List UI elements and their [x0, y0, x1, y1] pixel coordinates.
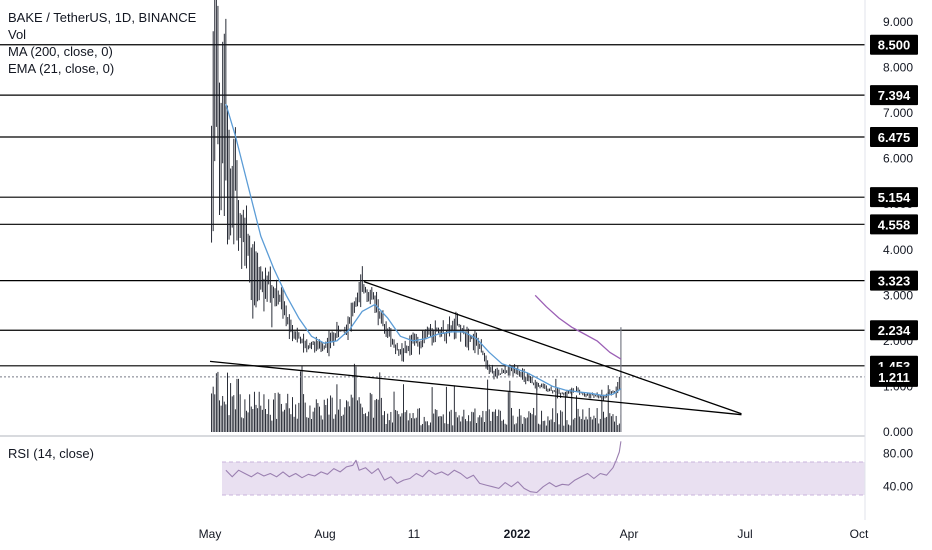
- trendline-1: [209, 360, 742, 416]
- level-label: 3.323: [878, 274, 911, 289]
- trendline-2: [363, 281, 742, 415]
- level-label: 2.234: [878, 323, 911, 338]
- indicator-lines-layer: [225, 103, 622, 397]
- ma200-indicator-label[interactable]: MA (200, close, 0): [8, 44, 113, 59]
- rsi-legend: RSI (14, close): [8, 445, 94, 462]
- current-price-box: [870, 366, 918, 387]
- time-tick-label: Apr: [620, 527, 639, 541]
- time-tick-label: 2022: [504, 527, 531, 541]
- time-tick-label: Jul: [737, 527, 752, 541]
- rsi-tick-label: 80.00: [883, 447, 913, 461]
- level-label: 4.558: [878, 217, 911, 232]
- volume-indicator-label[interactable]: Vol: [8, 27, 27, 42]
- rsi-indicator-label[interactable]: RSI (14, close): [8, 446, 94, 461]
- level-label-box: [870, 320, 918, 341]
- trendlines-layer[interactable]: [209, 281, 742, 416]
- level-label: 5.154: [878, 190, 911, 205]
- price-tick-label: 6.000: [883, 152, 913, 166]
- level-label: 6.475: [878, 130, 911, 145]
- time-tick-label: May: [199, 527, 222, 541]
- level-label-box: [870, 126, 918, 147]
- time-tick-label: Aug: [314, 527, 335, 541]
- level-label-box: [870, 34, 918, 55]
- price-tick-label: 7.000: [883, 106, 913, 120]
- ema21-indicator-label[interactable]: EMA (21, close, 0): [8, 61, 115, 76]
- level-label-box: [870, 187, 918, 208]
- candles-layer: [211, 0, 622, 432]
- level-label: 7.394: [878, 88, 911, 103]
- price-tick-label: 9.000: [883, 15, 913, 29]
- price-labels-layer[interactable]: 8.5007.3946.4755.1544.5583.3232.2341.453…: [870, 34, 918, 387]
- rsi-band-layer: [0, 435, 865, 496]
- rsi-line: [225, 441, 622, 494]
- ma200-line: [534, 294, 622, 360]
- symbol-title[interactable]: BAKE / TetherUS, 1D, BINANCE: [8, 10, 197, 25]
- time-tick-label: Oct: [850, 527, 869, 541]
- chart-legend: BAKE / TetherUS, 1D, BINANCE Vol MA (200…: [8, 9, 196, 77]
- rsi-line-layer: [225, 441, 622, 494]
- level-label-box: [870, 214, 918, 235]
- level-label-box: [870, 270, 918, 291]
- rsi-band: [222, 461, 865, 495]
- level-label: 8.500: [878, 38, 911, 53]
- time-tick-label: 11: [408, 527, 421, 541]
- price-tick-label: 4.000: [883, 243, 913, 257]
- price-tick-label: 0.000: [883, 425, 913, 439]
- price-tick-label: 3.000: [883, 288, 913, 302]
- level-label-box: [870, 85, 918, 106]
- current-price-label: 1.211: [878, 370, 910, 385]
- horizontal-levels-layer[interactable]: [0, 44, 865, 378]
- rsi-tick-label: 40.00: [883, 480, 913, 494]
- volume-bars-layer: [211, 363, 622, 432]
- price-tick-label: 8.000: [883, 61, 913, 75]
- ema21-line: [225, 103, 622, 397]
